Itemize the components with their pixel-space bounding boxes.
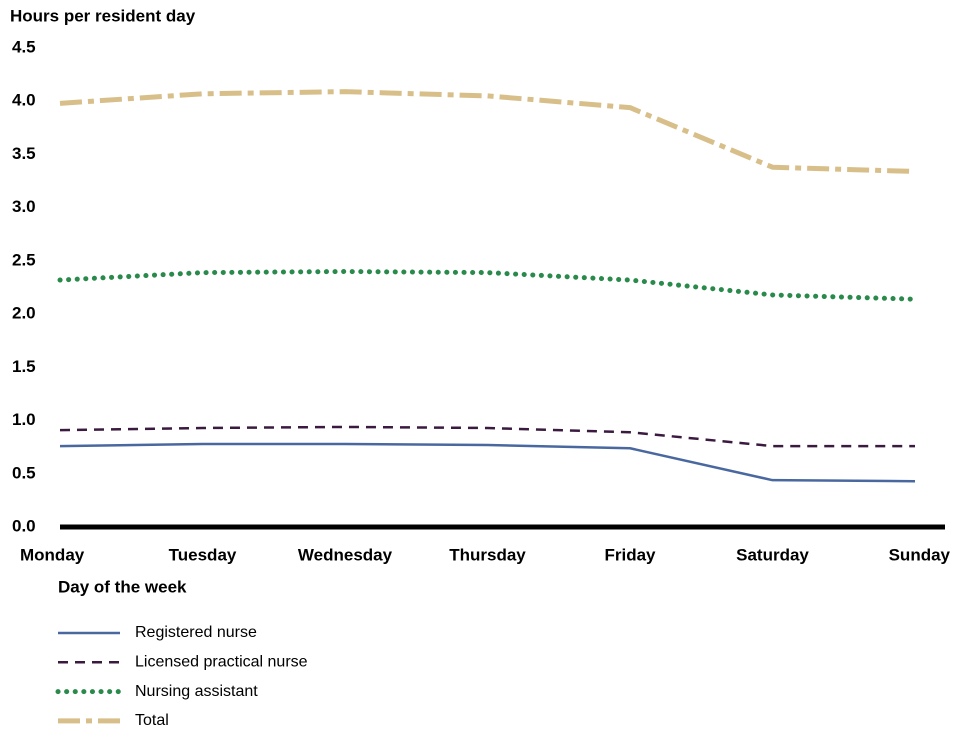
x-tick-label: Saturday bbox=[736, 545, 809, 564]
legend-label: Total bbox=[135, 712, 169, 729]
y-axis-title: Hours per resident day bbox=[10, 6, 196, 25]
x-tick-label: Thursday bbox=[449, 545, 526, 564]
series-line bbox=[57, 269, 918, 302]
legend-label: Licensed practical nurse bbox=[135, 654, 308, 671]
y-tick-label: 0.0 bbox=[12, 516, 36, 535]
x-tick-label: Monday bbox=[20, 545, 85, 564]
x-tick-label: Sunday bbox=[889, 545, 951, 564]
series-line bbox=[59, 89, 916, 174]
y-tick-label: 4.5 bbox=[12, 37, 36, 56]
y-tick-label: 2.5 bbox=[12, 250, 36, 269]
y-tick-label: 0.5 bbox=[12, 463, 36, 482]
x-tick-label: Wednesday bbox=[298, 545, 393, 564]
y-tick-label: 2.0 bbox=[12, 304, 36, 323]
series-line bbox=[59, 425, 915, 448]
y-tick-label: 3.0 bbox=[12, 197, 36, 216]
y-tick-label: 1.5 bbox=[12, 357, 36, 376]
x-axis-title: Day of the week bbox=[58, 577, 187, 596]
x-tick-label: Friday bbox=[604, 545, 656, 564]
y-tick-label: 1.0 bbox=[12, 410, 36, 429]
y-tick-label: 4.0 bbox=[12, 91, 36, 110]
legend-label: Registered nurse bbox=[135, 624, 257, 641]
y-tick-label: 3.5 bbox=[12, 144, 36, 163]
series-line bbox=[59, 442, 916, 483]
x-tick-label: Tuesday bbox=[169, 545, 237, 564]
legend-label: Nursing assistant bbox=[135, 683, 258, 700]
